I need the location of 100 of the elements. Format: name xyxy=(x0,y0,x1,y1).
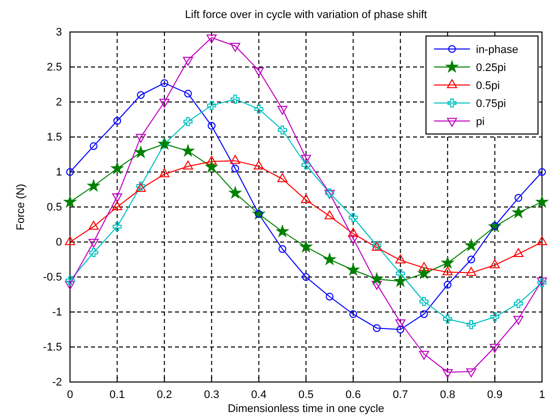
x-tick-label: 0 xyxy=(66,388,74,401)
point xyxy=(444,280,452,289)
point xyxy=(231,164,240,172)
point xyxy=(419,296,429,306)
point xyxy=(159,168,170,178)
point xyxy=(277,106,288,115)
point xyxy=(66,168,74,176)
x-tick-label: 0.8 xyxy=(440,388,456,401)
legend-label: pi xyxy=(476,116,485,128)
point xyxy=(113,117,122,125)
y-tick-label: 1.5 xyxy=(46,132,62,144)
point xyxy=(182,160,194,170)
x-tick-label: 0.6 xyxy=(346,388,361,401)
point xyxy=(64,280,76,290)
point xyxy=(159,98,170,108)
point xyxy=(88,238,99,248)
point xyxy=(206,34,217,44)
point xyxy=(538,168,546,176)
point xyxy=(326,292,334,300)
point xyxy=(111,162,124,174)
chart-title: Lift force over in cycle with variation of phase shift xyxy=(184,9,428,21)
point xyxy=(134,146,147,158)
point xyxy=(512,206,524,218)
y-tick-label: 2 xyxy=(56,96,62,109)
point xyxy=(230,42,240,52)
point xyxy=(466,320,476,330)
y-tick-label: 3 xyxy=(56,26,62,39)
point xyxy=(465,239,478,251)
point xyxy=(490,259,500,268)
point xyxy=(184,90,192,98)
point xyxy=(206,160,218,172)
point xyxy=(394,275,406,286)
point xyxy=(467,256,476,264)
point xyxy=(396,268,405,278)
point xyxy=(466,368,476,378)
point xyxy=(324,253,336,265)
legend-label: in-phase xyxy=(476,44,518,56)
point xyxy=(206,156,217,165)
y-tick-label: -0.5 xyxy=(43,272,62,284)
y-tick-label: 1 xyxy=(56,166,62,179)
x-tick-label: 1 xyxy=(538,388,546,401)
point xyxy=(490,312,500,322)
point xyxy=(300,154,312,164)
point xyxy=(277,173,288,182)
point xyxy=(513,248,524,258)
point xyxy=(276,225,288,237)
point xyxy=(182,144,194,156)
point xyxy=(112,193,122,202)
x-tick-label: 0.2 xyxy=(156,388,172,401)
point xyxy=(229,186,242,198)
point xyxy=(300,240,312,252)
point xyxy=(254,160,264,170)
point xyxy=(348,228,358,237)
x-tick-label: 0.9 xyxy=(487,388,502,401)
y-tick-label: -1.5 xyxy=(43,342,62,354)
point xyxy=(90,142,98,150)
point xyxy=(418,262,430,272)
point xyxy=(370,272,383,284)
point xyxy=(418,350,430,360)
x-tick-label: 0.1 xyxy=(110,388,125,401)
y-tick-label: 0 xyxy=(56,236,62,249)
point xyxy=(372,324,381,332)
point xyxy=(183,117,193,126)
point xyxy=(324,210,335,220)
x-tick-label: 0.4 xyxy=(251,388,266,401)
legend-label: 0.25pi xyxy=(476,62,506,74)
y-axis-title: Force (N) xyxy=(15,184,27,230)
point xyxy=(112,201,122,210)
point xyxy=(230,155,240,164)
point xyxy=(278,245,286,253)
y-tick-label: -1 xyxy=(52,306,62,319)
x-tick-label: 0.5 xyxy=(298,388,314,401)
x-tick-label: 0.3 xyxy=(204,388,220,401)
point xyxy=(301,160,311,170)
point xyxy=(490,344,500,353)
point xyxy=(136,134,146,143)
point xyxy=(514,299,523,308)
y-tick-label: 0.5 xyxy=(46,202,62,214)
point xyxy=(395,319,406,328)
point xyxy=(230,94,240,104)
point xyxy=(112,222,122,232)
point xyxy=(89,248,98,258)
point xyxy=(442,266,453,276)
x-tick-label: 0.7 xyxy=(392,388,408,401)
y-tick-label: 2.5 xyxy=(46,62,62,74)
point xyxy=(208,122,216,130)
legend-label: 0.5pi xyxy=(476,80,500,92)
point xyxy=(160,79,168,87)
point xyxy=(466,267,476,276)
point xyxy=(302,273,310,281)
y-tick-label: -2 xyxy=(52,376,62,389)
point xyxy=(88,180,100,192)
point xyxy=(182,56,194,66)
point xyxy=(347,264,360,276)
point xyxy=(514,194,522,202)
point xyxy=(64,196,76,208)
point xyxy=(420,310,428,318)
point xyxy=(442,369,453,378)
point xyxy=(349,310,358,318)
point xyxy=(396,326,404,334)
